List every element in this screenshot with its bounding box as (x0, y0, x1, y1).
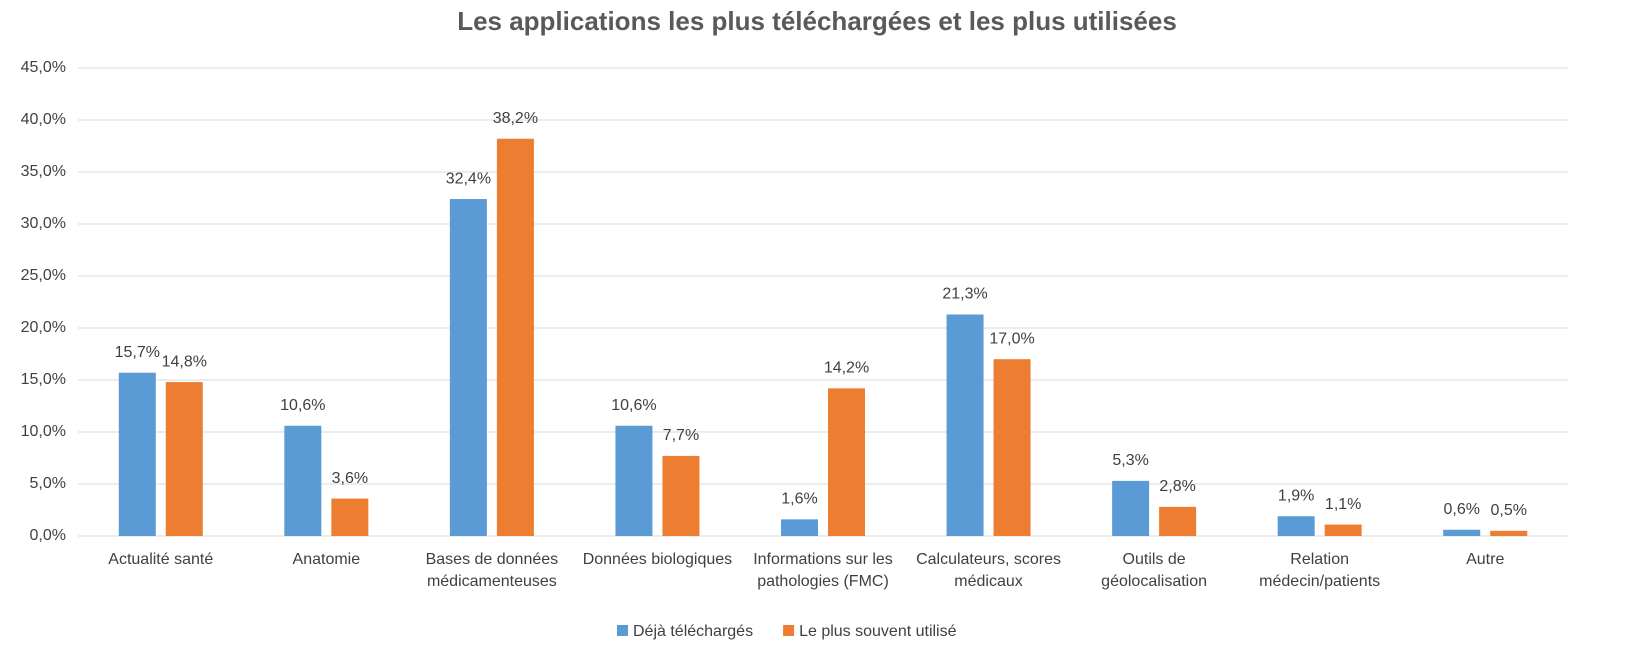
bar (1490, 530, 1528, 536)
bar (1159, 506, 1197, 536)
value-label: 38,2% (493, 110, 538, 127)
value-label: 1,9% (1278, 487, 1314, 504)
y-tick-label: 5,0% (30, 475, 66, 492)
legend-label: Déjà téléchargés (633, 623, 753, 640)
bar (781, 519, 818, 536)
y-tick-label: 40,0% (21, 111, 66, 128)
bar (828, 388, 865, 536)
bar (496, 138, 534, 536)
bar (331, 498, 369, 536)
y-tick-label: 20,0% (21, 319, 66, 336)
x-tick-label: Anatomie (292, 551, 361, 568)
value-label: 32,4% (446, 170, 491, 187)
bar (1324, 524, 1362, 536)
bar (1112, 480, 1150, 536)
y-tick-label: 30,0% (21, 215, 66, 232)
value-label: 2,8% (1159, 478, 1195, 495)
value-label: 3,6% (332, 470, 368, 487)
bar (449, 199, 487, 537)
value-label: 15,7% (115, 344, 160, 361)
y-tick-label: 35,0% (21, 163, 66, 180)
x-tick-label: Autre (1466, 551, 1505, 568)
legend-swatch (617, 625, 628, 636)
x-tick-label: Bases de données médicamenteuses (425, 551, 559, 590)
value-label: 1,6% (781, 491, 817, 508)
y-tick-label: 25,0% (21, 267, 66, 284)
bar (946, 314, 984, 536)
bar (1443, 529, 1481, 536)
x-tick-label: Outils de géolocalisation (1101, 551, 1208, 590)
chart-title: Les applications les plus téléchargées e… (457, 6, 1177, 36)
value-label: 14,2% (824, 360, 869, 377)
x-tick-label: Informations sur les pathologies (FMC) (753, 551, 893, 590)
bar (615, 425, 653, 536)
value-label: 14,8% (162, 353, 207, 370)
value-label: 5,3% (1112, 452, 1148, 469)
x-tick-label: Calculateurs, scores médicaux (916, 551, 1062, 590)
bar (662, 455, 700, 536)
bar (118, 372, 156, 536)
x-tick-label: Actualité santé (108, 551, 214, 568)
value-label: 0,5% (1490, 502, 1526, 519)
legend-swatch (783, 625, 795, 636)
value-label: 10,6% (280, 397, 325, 414)
y-tick-label: 45,0% (21, 59, 66, 76)
legend-label: Le plus souvent utilisé (799, 623, 957, 640)
value-label: 10,6% (611, 397, 656, 414)
value-label: 17,0% (989, 330, 1034, 347)
bar (284, 425, 322, 536)
bar (1277, 516, 1315, 536)
y-tick-label: 0,0% (30, 527, 66, 544)
x-tick-label: Données biologiques (582, 551, 733, 568)
y-tick-label: 15,0% (21, 371, 66, 388)
value-label: 0,6% (1443, 501, 1479, 518)
value-label: 7,7% (663, 427, 699, 444)
y-tick-label: 10,0% (21, 423, 66, 440)
x-tick-label: Relation médecin/patients (1259, 551, 1381, 590)
bar (993, 359, 1031, 536)
bar (165, 382, 203, 536)
value-label: 1,1% (1325, 496, 1361, 513)
value-label: 21,3% (942, 286, 987, 303)
